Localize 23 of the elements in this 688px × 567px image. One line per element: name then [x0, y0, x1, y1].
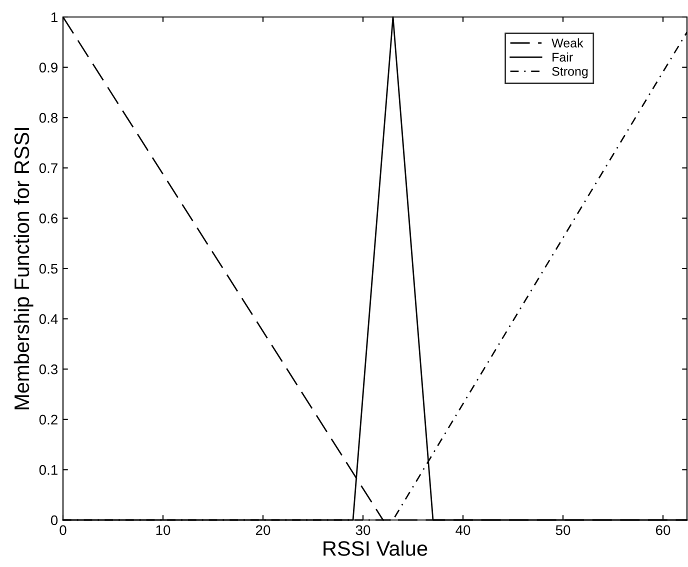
y-tick-label: 0.2: [39, 414, 58, 425]
x-tick-label: 30: [356, 525, 370, 536]
y-tick-label: 1: [51, 12, 58, 22]
y-tick-label: 0.1: [39, 465, 58, 475]
y-tick-label: 0.7: [39, 163, 58, 174]
legend-label: Weak: [552, 38, 584, 48]
x-axis-title: RSSI Value: [324, 540, 428, 556]
legend-label: Strong: [552, 66, 588, 78]
x-tick-label: 20: [256, 525, 270, 536]
y-tick-label: 0.4: [39, 314, 58, 324]
x-tick-label: 50: [556, 525, 570, 536]
x-tick-label: 60: [656, 525, 670, 536]
legend-label: Fair: [552, 52, 573, 62]
y-tick-label: 0.5: [39, 264, 58, 274]
y-tick-label: 0.8: [39, 112, 58, 123]
y-tick-label: 0: [50, 515, 58, 526]
x-tick-label: 0: [60, 525, 66, 536]
y-tick-label: 0.3: [39, 364, 58, 374]
x-tick-label: 10: [156, 525, 170, 536]
y-tick-label: 0.9: [39, 62, 58, 72]
y-tick-label: 0.6: [39, 214, 58, 224]
y-axis-title: Membership Function for RSSI: [14, 128, 34, 410]
x-tick-label: 40: [456, 525, 470, 536]
